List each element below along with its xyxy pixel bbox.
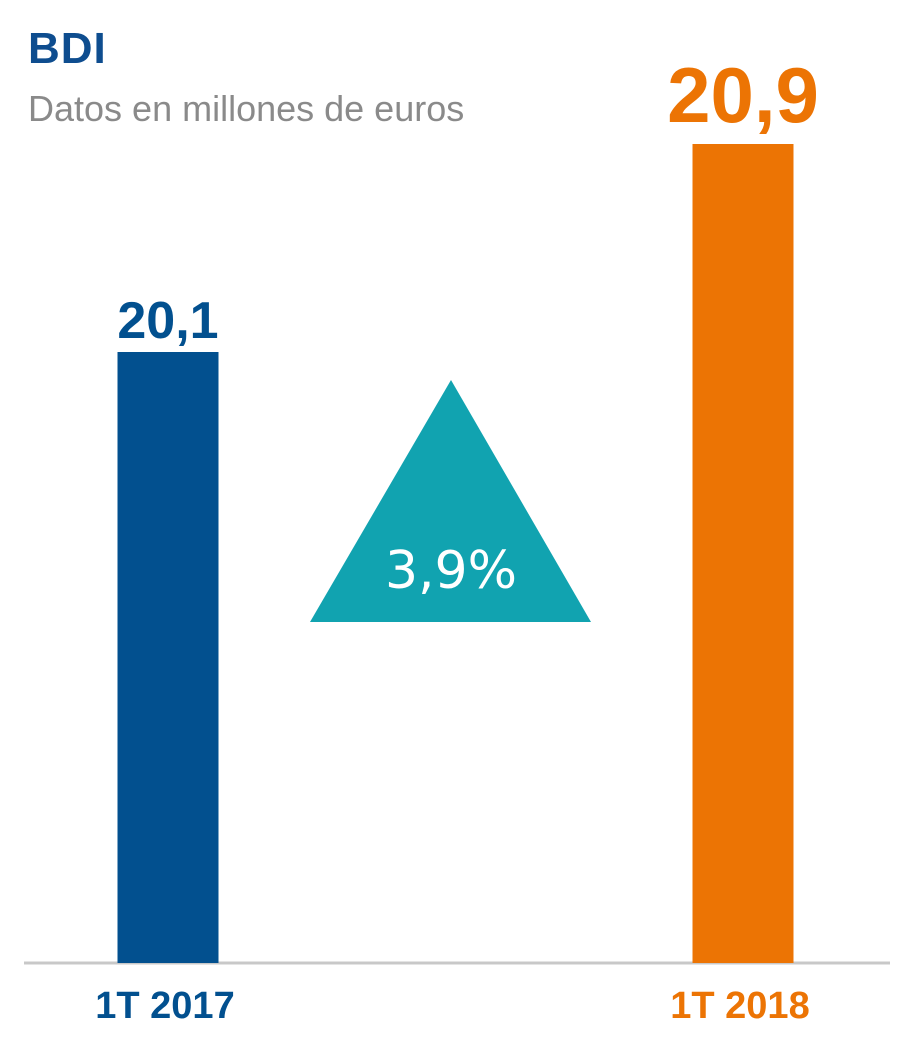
bar-value-label-1t-2018: 20,9 (667, 51, 819, 139)
bar-1t-2018 (692, 144, 794, 963)
up-triangle-icon (310, 380, 591, 622)
chart-subtitle: Datos en millones de euros (28, 88, 465, 129)
bar-1t-2017 (117, 352, 219, 963)
category-label-1t-2017: 1T 2017 (95, 985, 234, 1027)
change-percentage-label: 3,9% (385, 541, 517, 601)
chart-title: BDI (28, 24, 107, 73)
category-label-1t-2018: 1T 2018 (670, 985, 809, 1027)
bar-value-label-1t-2017: 20,1 (117, 292, 218, 350)
